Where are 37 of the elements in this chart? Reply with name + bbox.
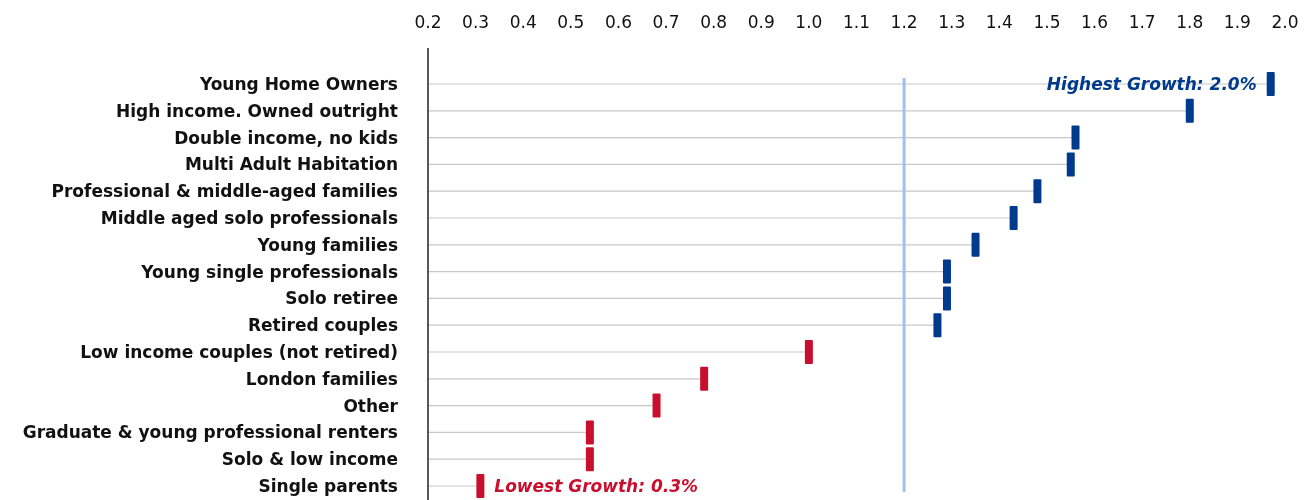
x-tick-label: 1.7 xyxy=(1128,12,1156,32)
x-tick-label: 1.1 xyxy=(842,12,871,32)
y-tick-label: Graduate & young professional renters xyxy=(22,422,398,443)
y-tick-label: Young single professionals xyxy=(140,261,398,282)
x-tick-label: 1.0 xyxy=(795,12,823,32)
y-tick-label: Multi Adult Habitation xyxy=(184,154,398,175)
x-tick-label: 0.9 xyxy=(747,12,775,32)
y-tick-label: High income. Owned outright xyxy=(116,100,398,121)
y-tick-label: Young families xyxy=(256,234,398,255)
x-tick-label: 1.4 xyxy=(985,12,1013,32)
y-tick-label: Retired couples xyxy=(247,315,398,336)
x-tick-label: 0.8 xyxy=(700,12,728,32)
x-tick-label: 1.5 xyxy=(1033,12,1061,32)
y-tick-label: Low income couples (not retired) xyxy=(80,342,398,362)
x-tick-label: 0.5 xyxy=(557,12,585,32)
x-tick-label: 0.7 xyxy=(652,12,680,32)
y-tick-label: Middle aged solo professionals xyxy=(100,208,398,228)
x-tick-label: 0.2 xyxy=(414,12,442,32)
x-tick-label: 1.6 xyxy=(1081,12,1109,32)
x-tick-label: 1.2 xyxy=(890,12,918,32)
x-tick-label: 1.3 xyxy=(938,12,966,32)
y-tick-label: Solo retiree xyxy=(285,288,398,309)
x-tick-label: 0.6 xyxy=(604,12,632,32)
y-tick-label: London families xyxy=(245,368,398,389)
x-tick-label: 1.9 xyxy=(1223,12,1251,32)
y-tick-label: Young Home Owners xyxy=(198,74,398,94)
y-tick-label: Professional & middle-aged families xyxy=(51,181,398,202)
y-tick-label: Double income, no kids xyxy=(174,127,398,148)
y-tick-label: Single parents xyxy=(258,476,398,496)
x-tick-label: 0.3 xyxy=(462,12,490,32)
x-tick-label: 1.8 xyxy=(1176,12,1204,32)
y-tick-label: Other xyxy=(343,395,399,416)
y-tick-label: Solo & low income xyxy=(221,449,398,470)
x-tick-label: 0.4 xyxy=(509,12,537,32)
annotation: Lowest Growth: 0.3% xyxy=(494,476,699,496)
annotation: Highest Growth: 2.0% xyxy=(1046,74,1257,94)
x-tick-label: 2.0 xyxy=(1271,12,1299,32)
